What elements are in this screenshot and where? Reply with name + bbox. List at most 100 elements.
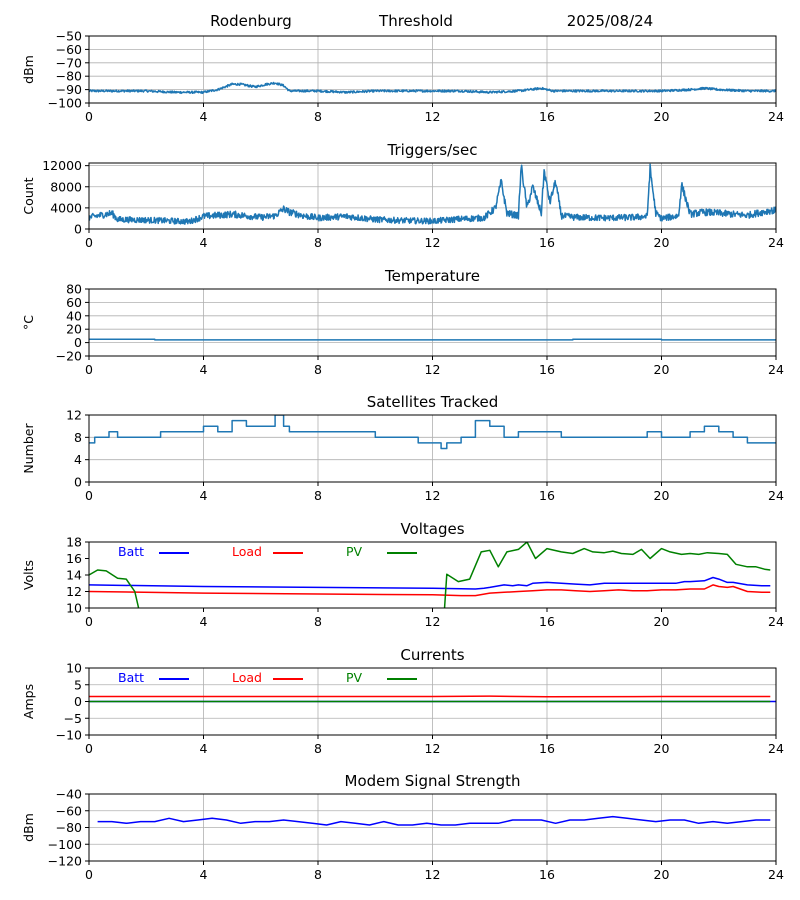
y-tick-label: −50 bbox=[56, 29, 82, 44]
y-tick-label: 0 bbox=[74, 222, 82, 237]
x-tick-label: 4 bbox=[200, 362, 208, 377]
x-tick-label: 0 bbox=[85, 614, 93, 629]
x-tick-label: 24 bbox=[768, 867, 784, 882]
y-tick-label: −70 bbox=[56, 55, 82, 70]
x-tick-label: 4 bbox=[200, 867, 208, 882]
chart-title: Voltages bbox=[400, 520, 464, 538]
y-tick-label: 0 bbox=[74, 335, 82, 350]
header-mode: Threshold bbox=[378, 12, 453, 30]
chart-title: Satellites Tracked bbox=[367, 393, 498, 411]
y-tick-label: 14 bbox=[66, 568, 82, 583]
series-line-1 bbox=[89, 415, 776, 450]
x-tick-label: 4 bbox=[200, 614, 208, 629]
x-tick-label: 16 bbox=[539, 362, 555, 377]
plot-area bbox=[89, 163, 776, 225]
y-tick-label: 4 bbox=[74, 452, 82, 467]
legend-label-pv: PV bbox=[346, 544, 363, 559]
chart-panel-5: Batt Load PV0 4 8 12 16 20 241012141618VoltagesV… bbox=[21, 520, 784, 629]
x-tick-label: 0 bbox=[85, 741, 93, 756]
x-tick-label: 16 bbox=[539, 614, 555, 629]
y-tick-label: 60 bbox=[66, 295, 82, 310]
y-tick-label: 8 bbox=[74, 430, 82, 445]
y-tick-label: −5 bbox=[64, 711, 82, 726]
x-tick-label: 20 bbox=[654, 362, 670, 377]
series-line-1 bbox=[89, 81, 776, 95]
x-tick-label: 4 bbox=[200, 109, 208, 124]
chart-title: Temperature bbox=[384, 267, 480, 285]
y-tick-label: 8000 bbox=[50, 179, 82, 194]
plot-area bbox=[89, 415, 776, 450]
x-tick-label: 8 bbox=[314, 741, 322, 756]
x-tick-label: 24 bbox=[768, 741, 784, 756]
header-station-name: Rodenburg bbox=[210, 12, 292, 30]
plot-area bbox=[89, 695, 776, 703]
x-tick-label: 0 bbox=[85, 867, 93, 882]
x-tick-label: 24 bbox=[768, 109, 784, 124]
series-line-1 bbox=[89, 163, 776, 225]
chart-panel-6: Batt Load PV0 4 8 12 16 20 24−10−50510CurrentsAm… bbox=[21, 646, 784, 756]
legend-label-pv: PV bbox=[346, 670, 363, 685]
series-line-pv bbox=[89, 542, 771, 608]
x-tick-label: 16 bbox=[539, 109, 555, 124]
chart-title: Currents bbox=[400, 646, 464, 664]
plot-area bbox=[89, 542, 771, 608]
x-tick-label: 12 bbox=[425, 109, 441, 124]
y-tick-label: 12000 bbox=[42, 158, 82, 173]
chart-panel-7: 0 4 8 12 16 20 24 −120 −100 −80 −60−40 Modem Signal… bbox=[21, 772, 784, 882]
series-line-1 bbox=[97, 815, 771, 826]
x-tick-label: 0 bbox=[85, 235, 93, 250]
x-tick-label: 20 bbox=[654, 614, 670, 629]
x-tick-label: 4 bbox=[200, 488, 208, 503]
plot-area bbox=[97, 815, 771, 826]
y-tick-label: 80 bbox=[66, 282, 82, 297]
legend-label-load: Load bbox=[232, 670, 262, 685]
y-tick-label: −20 bbox=[56, 349, 82, 364]
plot-area bbox=[89, 81, 776, 95]
x-tick-label: 24 bbox=[768, 235, 784, 250]
y-tick-label: −120 bbox=[48, 854, 82, 869]
y-tick-label: 0 bbox=[74, 694, 82, 709]
x-tick-label: 16 bbox=[539, 235, 555, 250]
y-axis-label: °C bbox=[21, 315, 36, 330]
x-tick-label: 8 bbox=[314, 109, 322, 124]
y-tick-label: −100 bbox=[48, 837, 82, 852]
x-tick-label: 16 bbox=[539, 741, 555, 756]
series-line-1 bbox=[89, 338, 776, 341]
x-tick-label: 12 bbox=[425, 614, 441, 629]
x-tick-label: 8 bbox=[314, 362, 322, 377]
x-tick-label: 0 bbox=[85, 362, 93, 377]
y-tick-label: −80 bbox=[56, 69, 82, 84]
y-tick-label: 20 bbox=[66, 322, 82, 337]
y-tick-label: −60 bbox=[56, 42, 82, 57]
y-tick-label: 4000 bbox=[50, 200, 82, 215]
x-tick-label: 4 bbox=[200, 741, 208, 756]
x-tick-label: 24 bbox=[768, 362, 784, 377]
x-tick-label: 8 bbox=[314, 867, 322, 882]
x-tick-label: 20 bbox=[654, 488, 670, 503]
legend-label-batt: Batt bbox=[118, 670, 144, 685]
y-tick-label: 12 bbox=[66, 584, 82, 599]
plot-area bbox=[89, 338, 776, 341]
y-tick-label: −60 bbox=[56, 803, 82, 818]
series-line-batt bbox=[89, 576, 771, 590]
y-tick-label: −100 bbox=[48, 96, 82, 111]
x-tick-label: 12 bbox=[425, 362, 441, 377]
chart-title: Triggers/sec bbox=[387, 141, 478, 159]
y-tick-label: −90 bbox=[56, 82, 82, 97]
x-tick-label: 16 bbox=[539, 488, 555, 503]
x-tick-label: 0 bbox=[85, 109, 93, 124]
x-tick-label: 24 bbox=[768, 614, 784, 629]
x-tick-label: 4 bbox=[200, 235, 208, 250]
y-axis-label: Volts bbox=[21, 560, 36, 590]
y-tick-label: 40 bbox=[66, 308, 82, 323]
chart-title: Modem Signal Strength bbox=[345, 772, 521, 790]
x-tick-label: 24 bbox=[768, 488, 784, 503]
y-tick-label: 10 bbox=[66, 601, 82, 616]
y-tick-label: 10 bbox=[66, 661, 82, 676]
series-line-load bbox=[89, 695, 771, 698]
x-tick-label: 20 bbox=[654, 867, 670, 882]
y-tick-label: 16 bbox=[66, 551, 82, 566]
y-tick-label: −10 bbox=[56, 728, 82, 743]
